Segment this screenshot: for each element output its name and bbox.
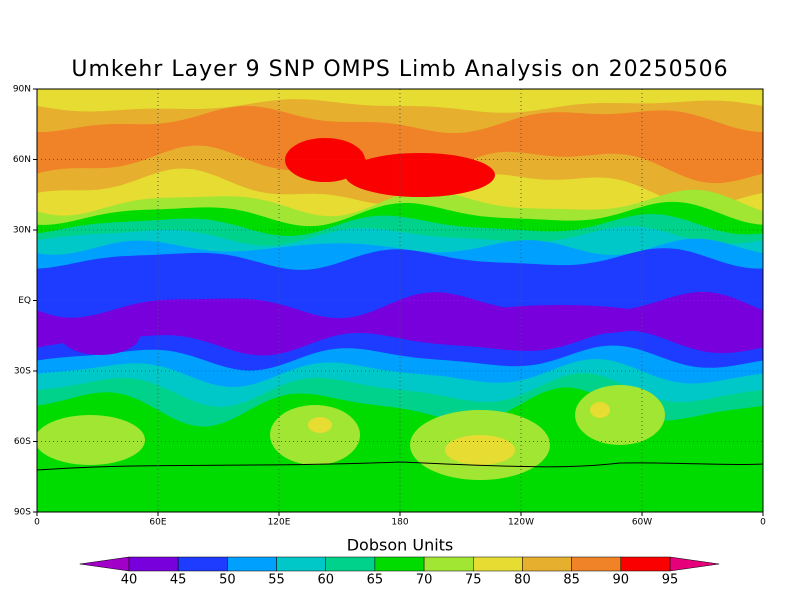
- colorbar-segment: [325, 556, 376, 572]
- colorbar-label: 70: [416, 573, 433, 588]
- coastline: [37, 461, 763, 471]
- map-title: Umkehr Layer 9 SNP OMPS Limb Analysis on…: [71, 57, 728, 82]
- y-axis-label: 90N: [13, 85, 31, 95]
- ozone-field: [37, 89, 763, 512]
- colorbar-segment: [423, 556, 474, 572]
- colorbar-label: 95: [662, 573, 679, 588]
- x-axis-label: 0: [760, 518, 766, 528]
- colorbar-label: 40: [121, 573, 138, 588]
- x-axis-label: 120E: [268, 518, 291, 528]
- colorbar-segment: [473, 556, 523, 572]
- y-axis-label: 90S: [14, 508, 31, 518]
- colorbar-segment: [276, 556, 326, 572]
- y-axis-label: 60N: [13, 155, 31, 165]
- contour-patch: [60, 315, 140, 355]
- colorbar-label: 90: [613, 573, 630, 588]
- x-axis-label: 60E: [149, 518, 166, 528]
- colorbar-label: 75: [465, 573, 482, 588]
- colorbar-label: 55: [268, 573, 285, 588]
- x-axis-label: 60W: [632, 518, 652, 528]
- y-axis-label: 30S: [14, 367, 31, 377]
- contour-patch: [308, 417, 332, 433]
- colorbar-label: 65: [367, 573, 384, 588]
- x-axis-label: 0: [34, 518, 40, 528]
- contour-patch: [445, 435, 515, 465]
- contour-patch: [460, 305, 660, 335]
- contour-patch: [345, 153, 495, 197]
- colorbar-title: Dobson Units: [347, 536, 454, 555]
- colorbar-segment: [177, 556, 228, 572]
- y-axis-label: EQ: [18, 296, 31, 306]
- colorbar-segment: [522, 556, 572, 572]
- x-axis-label: 180: [391, 518, 408, 528]
- graticule: [37, 89, 763, 512]
- y-axis-label: 60S: [14, 437, 31, 447]
- colorbar-segment: [227, 556, 277, 572]
- x-axis-label: 120W: [508, 518, 534, 528]
- contour-patch: [590, 402, 610, 418]
- contour-patch: [665, 420, 755, 470]
- colorbar-label: 60: [317, 573, 334, 588]
- y-axis-label: 30N: [13, 226, 31, 236]
- colorbar-label: 45: [170, 573, 187, 588]
- contour-patch: [37, 415, 145, 465]
- colorbar-segment: [571, 556, 622, 572]
- colorbar-label: 85: [563, 573, 580, 588]
- contour-patch: [270, 405, 360, 465]
- colorbar-segment: [620, 556, 671, 572]
- colorbar-under: [79, 556, 130, 572]
- colorbar-label: 80: [514, 573, 531, 588]
- colorbar-segment: [374, 556, 425, 572]
- colorbar-segment: [128, 556, 179, 572]
- colorbar: 40 45 50 55 60 65 70 75 80 85 90 95: [79, 556, 720, 588]
- contour-patch: [575, 385, 665, 445]
- colorbar-over: [669, 556, 720, 572]
- colorbar-label: 50: [219, 573, 236, 588]
